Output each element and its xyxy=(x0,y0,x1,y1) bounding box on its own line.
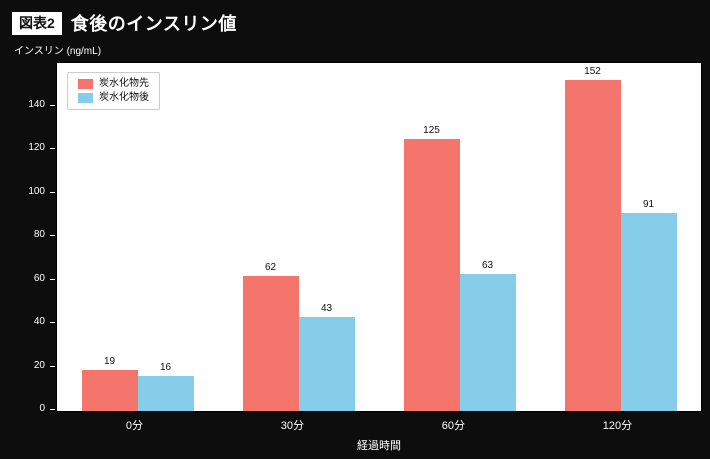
y-tick-label: 0 xyxy=(39,403,45,414)
figure-badge: 図表2 xyxy=(12,11,62,35)
bar-value-label: 152 xyxy=(584,66,601,78)
bar-group: 19 16 xyxy=(81,355,194,411)
bar-group: 125 63 xyxy=(403,125,516,411)
plot-area: 19 16 62 43 125 63 152 91 炭水化物先 炭水化物後 xyxy=(56,62,702,412)
bar-value-label: 91 xyxy=(642,199,655,211)
x-tick-label: 60分 xyxy=(441,420,465,432)
bar xyxy=(459,273,516,411)
y-tick-mark xyxy=(50,235,55,236)
bar xyxy=(242,276,299,411)
y-tick-mark xyxy=(50,191,55,193)
y-tick-mark xyxy=(50,365,55,367)
x-tick-label: 120分 xyxy=(602,420,633,432)
y-tick-mark xyxy=(50,322,55,323)
legend-swatch xyxy=(78,93,93,103)
bar xyxy=(137,376,194,411)
y-tick-label: 140 xyxy=(28,98,45,110)
header: 図表2 食後のインスリン値 xyxy=(0,0,710,38)
legend-label: 炭水化物後 xyxy=(99,92,149,103)
bar-value-label: 63 xyxy=(481,259,494,271)
bar-wrap: 43 xyxy=(298,303,355,411)
bar xyxy=(81,369,138,411)
y-tick-label: 120 xyxy=(28,142,45,153)
bar-chart: 0 20 40 60 80 100 120 140 19 16 62 43 125 63 152 91 炭水… xyxy=(12,62,702,414)
bar-wrap: 91 xyxy=(620,199,677,411)
y-tick-mark xyxy=(50,278,55,280)
x-axis-tick-labels: 0分 30分 60分 120分 xyxy=(57,412,701,433)
bar-wrap: 19 xyxy=(81,355,138,411)
bar-wrap: 152 xyxy=(564,66,621,411)
legend-items: 炭水化物先炭水化物後 xyxy=(78,79,149,103)
y-axis: 0 20 40 60 80 100 120 140 xyxy=(12,62,56,414)
bar-group: 152 91 xyxy=(564,66,677,411)
legend-item: 炭水化物後 xyxy=(78,93,149,103)
y-tick-label: 60 xyxy=(33,272,45,284)
bar xyxy=(403,139,460,411)
y-tick-mark xyxy=(50,148,55,149)
legend: 炭水化物先炭水化物後 xyxy=(67,72,160,110)
bar-wrap: 63 xyxy=(459,259,516,411)
y-tick-mark xyxy=(50,104,55,106)
y-tick-mark xyxy=(50,409,55,410)
bar xyxy=(298,317,355,411)
bar-value-label: 125 xyxy=(423,125,440,137)
y-tick-label: 20 xyxy=(33,359,45,371)
bar-value-label: 43 xyxy=(320,303,333,315)
bar-wrap: 125 xyxy=(403,125,460,411)
x-tick-label: 0分 xyxy=(125,420,143,432)
legend-label: 炭水化物先 xyxy=(99,78,149,89)
x-tick-label: 30分 xyxy=(280,420,304,432)
bar-wrap: 62 xyxy=(242,262,299,411)
bar-value-label: 19 xyxy=(103,355,116,367)
legend-item: 炭水化物先 xyxy=(78,79,149,89)
bar-value-label: 16 xyxy=(159,362,172,374)
y-axis-unit-label: インスリン (ng/mL) xyxy=(14,46,102,57)
bar-groups: 19 16 62 43 125 63 152 91 xyxy=(57,63,701,411)
legend-swatch xyxy=(78,79,93,89)
bar-value-label: 62 xyxy=(264,262,277,274)
bar xyxy=(620,213,677,411)
x-axis-title: 経過時間 xyxy=(357,440,401,452)
y-tick-label: 40 xyxy=(33,316,45,327)
bar-group: 62 43 xyxy=(242,262,355,411)
y-tick-label: 100 xyxy=(28,185,45,197)
bar-wrap: 16 xyxy=(137,362,194,411)
y-tick-label: 80 xyxy=(33,229,45,240)
page-title: 食後のインスリン値 xyxy=(70,14,237,34)
bar xyxy=(564,80,621,411)
